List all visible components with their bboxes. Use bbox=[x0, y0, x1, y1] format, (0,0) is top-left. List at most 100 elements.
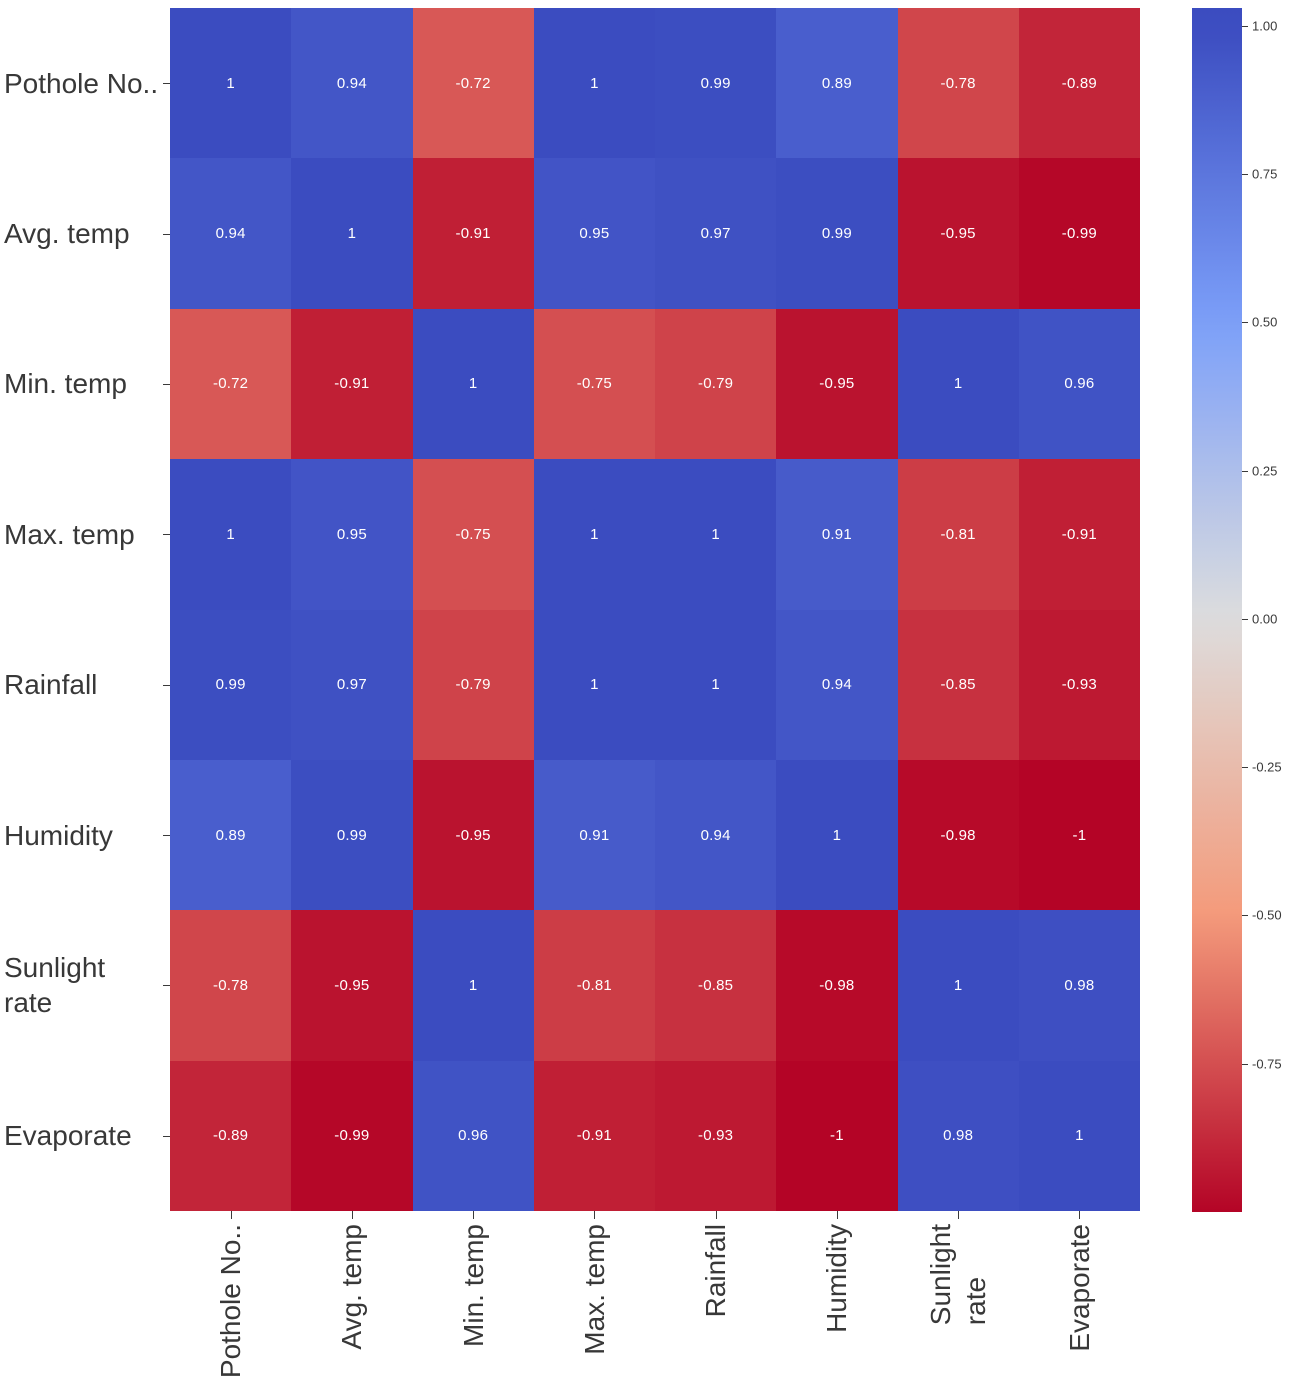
colorbar-tick bbox=[1242, 322, 1248, 324]
cell-value: -0.95 bbox=[334, 976, 370, 994]
heatmap-cell: 0.94 bbox=[655, 759, 777, 911]
heatmap-cell: 0.98 bbox=[1018, 910, 1140, 1061]
y-axis-labels: Pothole No.. Avg. temp Min. temp Max. temp R… bbox=[0, 8, 162, 1211]
cell-value: -0.72 bbox=[455, 74, 491, 92]
x-axis-tick bbox=[473, 1211, 475, 1219]
colorbar-tick bbox=[1242, 174, 1248, 176]
cell-value: 0.99 bbox=[821, 225, 852, 243]
y-axis-tick bbox=[163, 684, 170, 686]
heatmap-cell: -0.89 bbox=[1018, 8, 1140, 159]
cell-value: 0.97 bbox=[700, 225, 731, 243]
heatmap-cell: 0.91 bbox=[776, 459, 898, 610]
cell-value: 1 bbox=[226, 74, 235, 92]
heatmap-cell: -0.72 bbox=[412, 8, 534, 159]
heatmap-cell: -0.95 bbox=[776, 308, 898, 460]
x-axis-label: Humidity bbox=[821, 1224, 853, 1333]
heatmap-cell: 0.99 bbox=[776, 158, 898, 309]
x-axis-label: Pothole No.. bbox=[215, 1224, 247, 1379]
heatmap-cell: -0.78 bbox=[897, 8, 1019, 159]
colorbar-tick bbox=[1242, 915, 1248, 917]
cell-value: 0.94 bbox=[700, 826, 731, 844]
y-axis-tick bbox=[163, 1135, 170, 1137]
cell-value: -0.91 bbox=[1061, 525, 1097, 543]
cell-value: 1 bbox=[953, 375, 963, 393]
cell-value: 0.94 bbox=[821, 676, 852, 694]
heatmap-cell: 1 bbox=[897, 910, 1019, 1061]
cell-value: -0.78 bbox=[213, 976, 249, 994]
heatmap-cell: 0.97 bbox=[655, 158, 777, 309]
x-axis-tick bbox=[958, 1211, 960, 1219]
heatmap-cell: 0.94 bbox=[291, 8, 413, 159]
cell-value: 1 bbox=[468, 976, 478, 994]
colorbar-gradient bbox=[1192, 8, 1242, 1212]
colorbar: 1.00 0.75 0.50 0.25 0.00 -0.25 -0.50 -0.75 bbox=[1192, 8, 1282, 1212]
heatmap-cell: 1 bbox=[170, 459, 292, 610]
y-axis-tick bbox=[163, 534, 170, 536]
heatmap-cell: 1 bbox=[655, 609, 777, 760]
heatmap-cell: -0.89 bbox=[170, 1060, 292, 1211]
heatmap-cell: 1 bbox=[412, 910, 534, 1061]
x-axis-tick bbox=[230, 1211, 232, 1219]
heatmap-cell: 0.94 bbox=[170, 158, 292, 309]
x-axis-labels: Pothole No.. Avg. temp Min. temp Max. temp R… bbox=[170, 1224, 1140, 1385]
heatmap-cell: -0.91 bbox=[291, 308, 413, 460]
cell-value: -0.72 bbox=[213, 375, 249, 393]
heatmap-cell: -0.79 bbox=[655, 308, 777, 460]
cell-value: 0.96 bbox=[458, 1127, 489, 1145]
heatmap-cell: -0.81 bbox=[533, 910, 655, 1061]
cell-value: 0.99 bbox=[700, 74, 731, 92]
heatmap-cell: 1 bbox=[291, 158, 413, 309]
x-axis-tick bbox=[715, 1211, 717, 1219]
heatmap-cell: 0.99 bbox=[655, 8, 777, 159]
heatmap-cell: 0.96 bbox=[1018, 308, 1140, 460]
heatmap-cell: -0.91 bbox=[1018, 459, 1140, 610]
heatmap-cell: -0.99 bbox=[1018, 158, 1140, 309]
heatmap-cell: 0.99 bbox=[291, 759, 413, 911]
x-axis-tick bbox=[1079, 1211, 1081, 1219]
heatmap-cell: -0.85 bbox=[655, 910, 777, 1061]
cell-value: -0.81 bbox=[576, 976, 612, 994]
heatmap-cell: -0.98 bbox=[897, 759, 1019, 911]
cell-value: -0.75 bbox=[455, 525, 491, 543]
heatmap-cell: -0.95 bbox=[897, 158, 1019, 309]
x-axis-label-slot: Humidity bbox=[776, 1224, 897, 1385]
heatmap-cell: -0.72 bbox=[170, 308, 292, 460]
cell-value: 0.99 bbox=[336, 826, 367, 844]
colorbar-tick bbox=[1242, 767, 1248, 769]
cell-value: 1 bbox=[590, 525, 599, 543]
cell-value: 1 bbox=[590, 676, 599, 694]
cell-value: 1 bbox=[953, 976, 963, 994]
heatmap-cell: 1 bbox=[655, 459, 777, 610]
cell-value: -0.75 bbox=[576, 375, 612, 393]
y-axis-label: Min. temp bbox=[4, 368, 127, 400]
y-axis-tick bbox=[163, 835, 170, 837]
heatmap-cell: -1 bbox=[1018, 759, 1140, 911]
colorbar-tick bbox=[1242, 470, 1248, 472]
cell-value: 0.98 bbox=[1064, 976, 1095, 994]
colorbar-tick bbox=[1242, 1063, 1248, 1065]
cell-value: -1 bbox=[830, 1127, 844, 1145]
heatmap-cell: 1 bbox=[1018, 1060, 1140, 1211]
cell-value: 0.96 bbox=[1064, 375, 1095, 393]
x-axis-label-slot: Min. temp bbox=[413, 1224, 534, 1385]
colorbar-tick-label: 0.75 bbox=[1252, 166, 1278, 182]
x-axis-label-slot: Evaporate bbox=[1019, 1224, 1140, 1385]
y-axis-label: Sunlight rate bbox=[4, 952, 106, 1019]
cell-value: -0.99 bbox=[334, 1127, 370, 1145]
x-axis-label-slot: Rainfall bbox=[655, 1224, 776, 1385]
cell-value: -0.99 bbox=[1061, 225, 1097, 243]
heatmap-cell: -0.99 bbox=[291, 1060, 413, 1211]
heatmap-cell: 0.99 bbox=[170, 609, 292, 760]
heatmap-cell: 0.98 bbox=[897, 1060, 1019, 1211]
colorbar-tick bbox=[1242, 25, 1248, 27]
x-axis-label: Sunlight rate bbox=[925, 1224, 992, 1326]
heatmap-cell: -0.75 bbox=[412, 459, 534, 610]
heatmap-cell: -0.85 bbox=[897, 609, 1019, 760]
x-axis-label: Avg. temp bbox=[336, 1224, 368, 1350]
cell-value: -0.79 bbox=[455, 676, 491, 694]
colorbar-tick-label: 0.50 bbox=[1252, 314, 1278, 330]
colorbar-tick-label: 1.00 bbox=[1252, 18, 1278, 34]
heatmap-cell: 0.94 bbox=[776, 609, 898, 760]
heatmap-cell: 0.95 bbox=[291, 459, 413, 610]
cell-value: 1 bbox=[711, 525, 720, 543]
